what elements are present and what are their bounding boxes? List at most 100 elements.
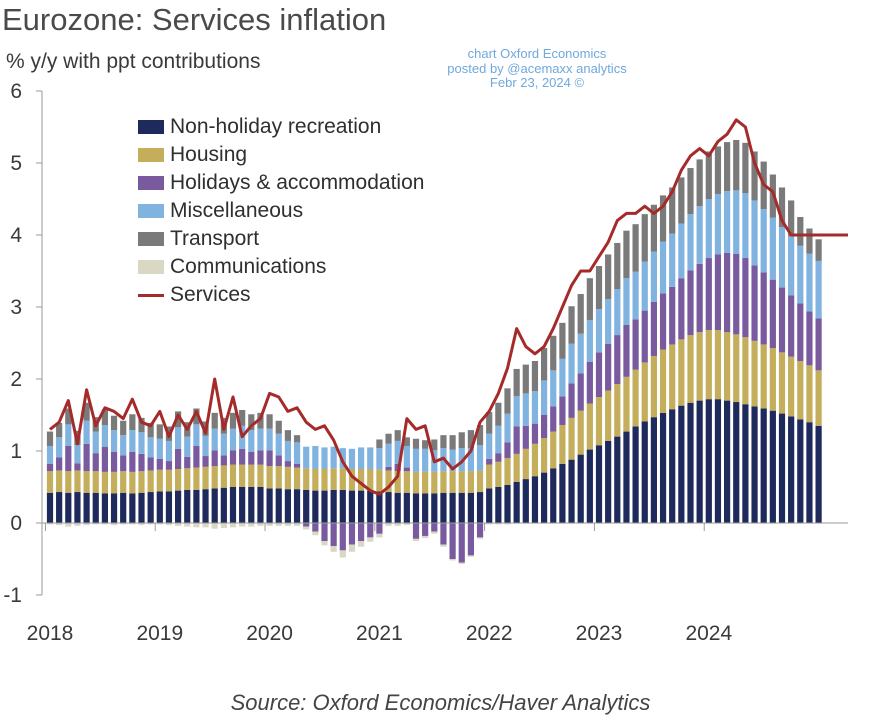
legend-label: Services bbox=[170, 283, 251, 306]
bar-segment bbox=[65, 424, 72, 446]
bar-segment bbox=[568, 459, 575, 523]
bar-segment bbox=[778, 287, 786, 353]
bar-segment bbox=[669, 286, 676, 345]
bar-segment bbox=[348, 544, 356, 552]
bar-segment bbox=[330, 546, 337, 552]
bar-segment bbox=[202, 523, 209, 528]
y-tick-label: 3 bbox=[10, 296, 22, 319]
bar-segment bbox=[266, 523, 273, 526]
bar-segment bbox=[422, 471, 429, 494]
bar-segment bbox=[641, 421, 648, 523]
bar-segment bbox=[56, 457, 63, 471]
bar-segment bbox=[358, 541, 365, 547]
bar-segment bbox=[467, 448, 474, 472]
bar-segment bbox=[184, 456, 191, 469]
bar-segment bbox=[531, 391, 539, 424]
bar-segment bbox=[138, 417, 145, 433]
bar-segment bbox=[101, 446, 108, 472]
bar-segment bbox=[303, 468, 310, 490]
legend-label: Communications bbox=[170, 255, 327, 278]
bar-segment bbox=[248, 414, 255, 431]
bar-segment bbox=[586, 361, 593, 404]
bar-segment bbox=[687, 270, 694, 336]
bar-segment bbox=[193, 467, 200, 490]
bar-segment bbox=[376, 533, 383, 538]
bar-segment bbox=[623, 431, 630, 523]
bar-segment bbox=[358, 447, 365, 469]
bar-segment bbox=[522, 425, 529, 449]
bar-segment bbox=[257, 523, 264, 526]
bar-segment bbox=[513, 368, 520, 397]
bar-segment bbox=[605, 440, 612, 523]
bar-segment bbox=[431, 439, 438, 451]
x-tick-label: 2018 bbox=[27, 622, 74, 645]
bar-segment bbox=[788, 416, 795, 523]
bar-segment bbox=[257, 412, 264, 429]
bar-segment bbox=[733, 334, 740, 403]
bar-segment bbox=[184, 468, 191, 490]
bar-segment bbox=[568, 383, 575, 418]
bar-segment bbox=[687, 168, 694, 215]
x-tick-label: 2024 bbox=[685, 622, 732, 645]
legend-swatch bbox=[138, 120, 164, 134]
bar-segment bbox=[531, 361, 539, 392]
bar-segment bbox=[504, 413, 511, 443]
bar-segment bbox=[129, 471, 136, 494]
bar-segment bbox=[806, 365, 813, 423]
bar-segment bbox=[275, 455, 282, 467]
bar-segment bbox=[769, 410, 776, 523]
bar-segment bbox=[403, 471, 410, 493]
bar-segment bbox=[476, 523, 484, 538]
bar-segment bbox=[687, 335, 694, 403]
bar-segment bbox=[586, 319, 593, 362]
bar-segment bbox=[733, 253, 740, 335]
bar-segment bbox=[422, 523, 429, 536]
bar-segment bbox=[815, 425, 822, 523]
bar-segment bbox=[321, 523, 328, 541]
bar-segment bbox=[541, 348, 548, 381]
bar-segment bbox=[348, 448, 356, 469]
bar-segment bbox=[476, 537, 484, 539]
bar-segment bbox=[550, 431, 557, 469]
bar-segment bbox=[650, 204, 657, 252]
legend-item: Housing bbox=[138, 141, 424, 169]
bar-segment bbox=[431, 493, 438, 523]
bar-segment bbox=[696, 332, 703, 401]
bar-segment bbox=[312, 445, 319, 469]
bar-segment bbox=[403, 492, 410, 523]
bar-segment bbox=[248, 487, 255, 523]
bar-segment bbox=[650, 417, 657, 523]
watermark-line-1: chart Oxford Economics bbox=[467, 46, 607, 61]
bar-segment bbox=[559, 463, 566, 523]
bar-segment bbox=[175, 469, 182, 491]
bar-segment bbox=[614, 436, 621, 523]
bar-segment bbox=[659, 241, 667, 294]
watermark-line-3: Febr 23, 2024 © bbox=[489, 75, 585, 90]
bar-segment bbox=[751, 200, 758, 266]
bar-segment bbox=[568, 343, 575, 384]
bar-segment bbox=[156, 424, 163, 439]
bar-segment bbox=[120, 471, 127, 493]
bar-segment bbox=[348, 523, 356, 545]
bar-segment bbox=[110, 451, 118, 472]
bar-segment bbox=[595, 265, 603, 310]
bar-segment bbox=[541, 472, 548, 523]
bar-segment bbox=[486, 412, 493, 434]
bar-segment bbox=[412, 493, 420, 523]
bar-segment bbox=[303, 526, 310, 530]
bar-segment bbox=[110, 493, 118, 523]
bar-segment bbox=[275, 466, 282, 489]
bar-segment bbox=[458, 492, 465, 523]
bar-segment bbox=[239, 487, 246, 523]
bar-segment bbox=[275, 523, 282, 526]
bar-segment bbox=[623, 278, 630, 325]
bar-segment bbox=[550, 370, 557, 407]
bar-segment bbox=[101, 523, 108, 525]
bar-segment bbox=[129, 523, 136, 525]
y-tick-label: 2 bbox=[10, 368, 22, 391]
bar-segment bbox=[733, 190, 740, 254]
bar-segment bbox=[696, 400, 703, 523]
bar-segment bbox=[595, 309, 603, 353]
legend-swatch bbox=[138, 176, 164, 190]
bar-segment bbox=[751, 340, 758, 407]
